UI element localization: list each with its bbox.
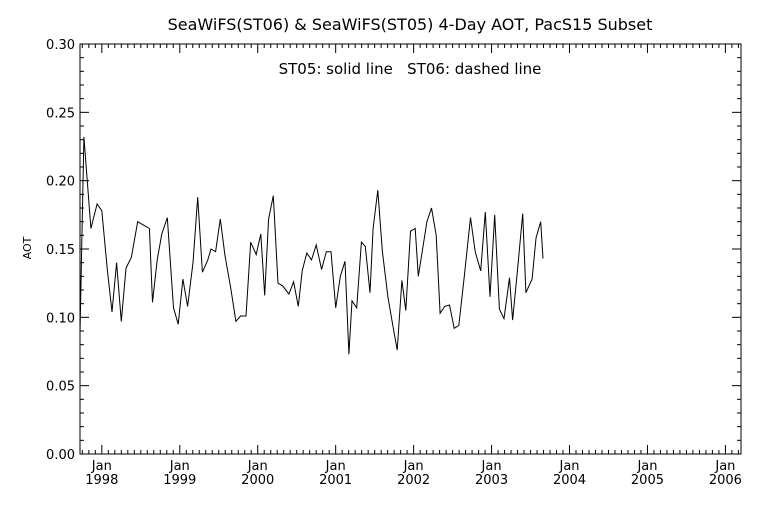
series-layer <box>79 136 544 355</box>
y-axis-ticks: 0.00 0.05 0.10 0.15 0.20 0.25 0.30 <box>46 38 741 463</box>
x-tick-year: 2005 <box>631 473 664 488</box>
x-tick-month: Jan <box>558 459 579 474</box>
plot-area-frame <box>79 43 742 455</box>
y-tick-label: 0.20 <box>46 175 75 190</box>
y-tick-label: 0.10 <box>46 311 75 326</box>
x-tick-year: 2002 <box>397 473 430 488</box>
x-tick-year: 2004 <box>553 473 586 488</box>
y-tick-label: 0.00 <box>46 448 75 463</box>
x-tick-month: Jan <box>403 459 424 474</box>
line-style-annotation: ST05: solid line ST06: dashed line <box>279 60 542 78</box>
y-tick-label: 0.30 <box>46 38 75 53</box>
series-line-st05 <box>79 136 544 355</box>
x-tick-year: 1999 <box>163 473 196 488</box>
y-axis-label: AOT <box>21 236 34 259</box>
y-tick-label: 0.25 <box>46 106 75 121</box>
x-tick-month: Jan <box>91 459 112 474</box>
x-tick-year: 2001 <box>319 473 352 488</box>
x-tick-month: Jan <box>169 459 190 474</box>
chart-title: SeaWiFS(ST06) & SeaWiFS(ST05) 4-Day AOT,… <box>168 15 653 34</box>
x-tick-year: 2006 <box>709 473 742 488</box>
x-tick-year: 1998 <box>85 473 118 488</box>
x-tick-month: Jan <box>714 459 735 474</box>
y-tick-label: 0.15 <box>46 243 75 258</box>
x-tick-month: Jan <box>481 459 502 474</box>
x-tick-month: Jan <box>247 459 268 474</box>
x-tick-month: Jan <box>636 459 657 474</box>
x-axis-ticks: Jan1998Jan1999Jan2000Jan2001Jan2002Jan20… <box>81 44 742 488</box>
x-tick-month: Jan <box>325 459 346 474</box>
x-tick-year: 2003 <box>475 473 508 488</box>
y-tick-label: 0.05 <box>46 380 75 395</box>
x-tick-year: 2000 <box>241 473 274 488</box>
